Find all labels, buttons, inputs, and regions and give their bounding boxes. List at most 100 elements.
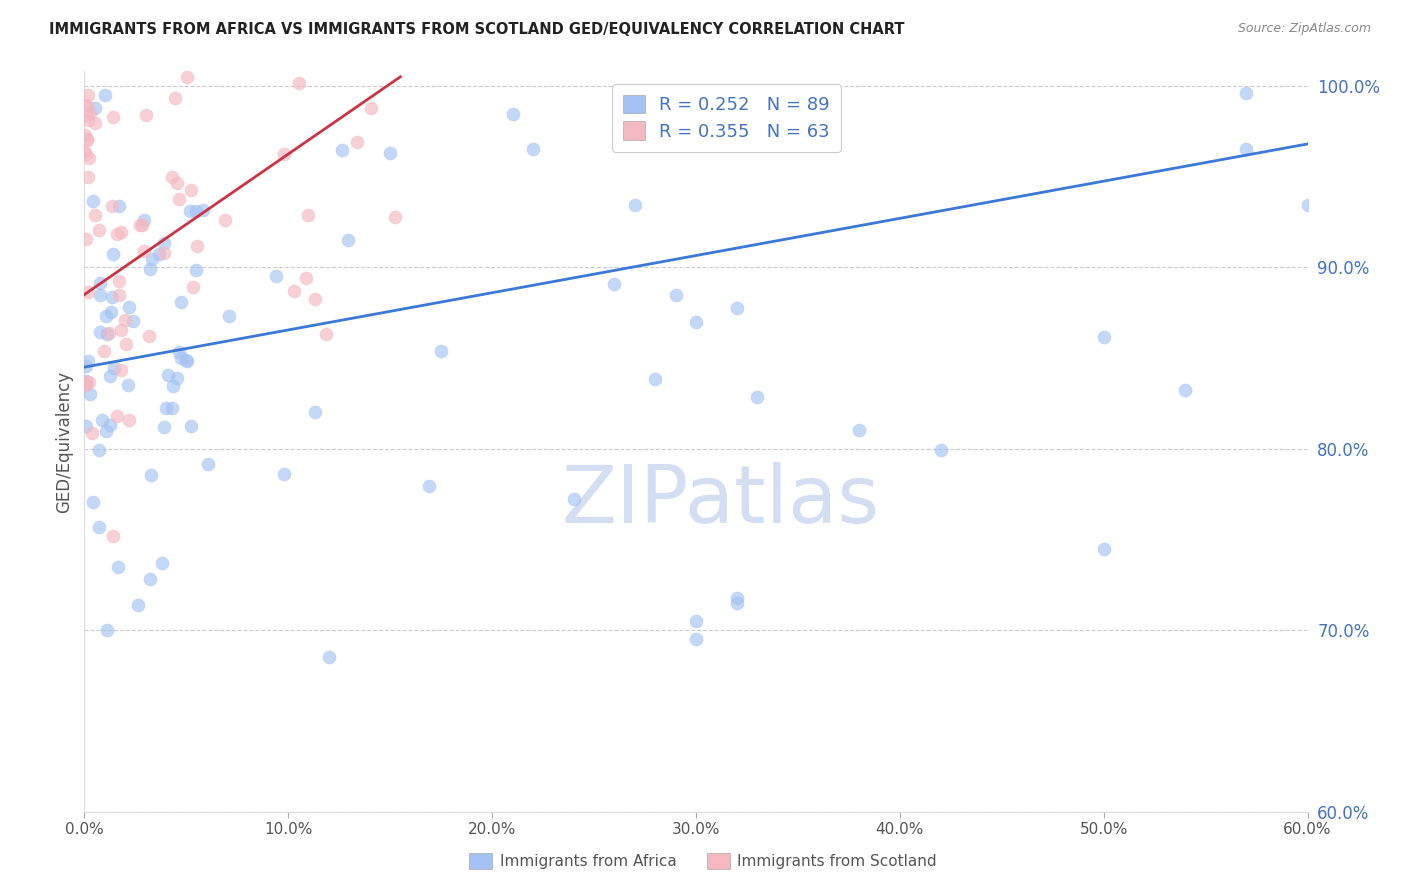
- Point: [315, 326, 337, 341]
- Point: [193, 202, 215, 217]
- Point: [725, 301, 748, 316]
- Point: [101, 247, 124, 261]
- Point: [181, 280, 204, 294]
- Point: [418, 479, 440, 493]
- Point: [180, 419, 202, 434]
- Point: [98, 326, 121, 341]
- Point: [96, 310, 118, 324]
- Point: [264, 268, 287, 283]
- Point: [73, 378, 96, 392]
- Point: [1092, 541, 1115, 556]
- Point: [176, 70, 198, 84]
- Point: [96, 326, 118, 341]
- Point: [77, 87, 100, 102]
- Point: [77, 151, 100, 165]
- Point: [100, 305, 122, 319]
- Point: [153, 420, 176, 434]
- Point: [122, 313, 145, 327]
- Point: [332, 143, 354, 157]
- Point: [105, 227, 128, 241]
- Point: [273, 147, 295, 161]
- Point: [197, 458, 219, 472]
- Point: [76, 99, 98, 113]
- Y-axis label: GED/Equivalency: GED/Equivalency: [55, 370, 73, 513]
- Point: [848, 423, 870, 437]
- Point: [1236, 142, 1258, 156]
- Point: [73, 144, 96, 158]
- Point: [139, 572, 162, 586]
- Point: [360, 101, 382, 115]
- Point: [502, 107, 524, 121]
- Point: [89, 276, 111, 290]
- Point: [79, 106, 101, 120]
- Point: [117, 378, 139, 392]
- Text: ZIPatlas: ZIPatlas: [561, 462, 880, 540]
- Point: [337, 233, 360, 247]
- Point: [273, 467, 295, 481]
- Point: [186, 238, 208, 252]
- Point: [218, 309, 240, 323]
- Point: [114, 337, 136, 351]
- Point: [170, 295, 193, 310]
- Point: [75, 359, 97, 374]
- Legend: Immigrants from Africa, Immigrants from Scotland: Immigrants from Africa, Immigrants from …: [463, 847, 943, 875]
- Point: [84, 208, 107, 222]
- Point: [644, 372, 666, 386]
- Point: [93, 344, 115, 359]
- Point: [685, 632, 707, 647]
- Point: [157, 368, 180, 383]
- Point: [75, 107, 97, 121]
- Point: [283, 284, 305, 298]
- Point: [180, 183, 202, 197]
- Point: [295, 271, 318, 285]
- Point: [346, 135, 368, 149]
- Point: [91, 413, 114, 427]
- Point: [107, 559, 129, 574]
- Point: [162, 378, 184, 392]
- Point: [174, 352, 197, 367]
- Point: [77, 113, 100, 128]
- Point: [76, 132, 98, 146]
- Point: [110, 225, 132, 239]
- Point: [304, 292, 326, 306]
- Point: [103, 360, 125, 375]
- Point: [118, 300, 141, 314]
- Point: [83, 101, 105, 115]
- Point: [127, 599, 149, 613]
- Point: [184, 204, 207, 219]
- Point: [624, 197, 647, 211]
- Point: [685, 614, 707, 628]
- Point: [165, 91, 187, 105]
- Point: [94, 425, 117, 439]
- Text: IMMIGRANTS FROM AFRICA VS IMMIGRANTS FROM SCOTLAND GED/EQUIVALENCY CORRELATION C: IMMIGRANTS FROM AFRICA VS IMMIGRANTS FRO…: [49, 22, 904, 37]
- Point: [128, 218, 150, 232]
- Point: [522, 142, 544, 156]
- Point: [101, 110, 124, 124]
- Point: [562, 491, 585, 506]
- Point: [160, 401, 183, 416]
- Point: [179, 203, 201, 218]
- Point: [170, 351, 193, 365]
- Point: [162, 169, 184, 184]
- Point: [108, 199, 131, 213]
- Point: [380, 146, 402, 161]
- Point: [176, 354, 198, 368]
- Point: [89, 520, 111, 534]
- Point: [89, 223, 111, 237]
- Point: [1236, 87, 1258, 101]
- Point: [304, 404, 326, 418]
- Point: [98, 417, 121, 432]
- Point: [1092, 329, 1115, 343]
- Point: [96, 623, 118, 637]
- Point: [82, 194, 104, 209]
- Point: [167, 193, 190, 207]
- Point: [101, 290, 124, 304]
- Point: [152, 236, 174, 251]
- Point: [76, 354, 98, 368]
- Point: [132, 213, 155, 227]
- Point: [166, 176, 188, 190]
- Point: [75, 374, 97, 388]
- Point: [747, 390, 769, 404]
- Point: [101, 199, 124, 213]
- Point: [297, 207, 319, 221]
